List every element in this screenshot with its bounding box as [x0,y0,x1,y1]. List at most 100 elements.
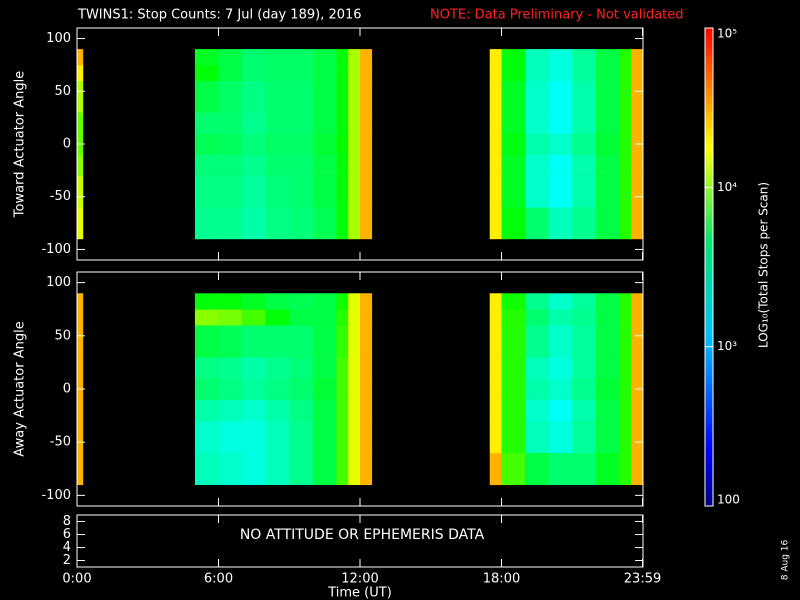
heatmap-cell [501,325,526,358]
heatmap-cell [525,80,549,113]
heatmap-cell [572,357,597,379]
heatmap-cell [595,378,620,400]
heatmap-cell [548,420,573,454]
heatmap-cell [289,175,314,208]
heatmap-cell [265,293,290,310]
heatmap-cell [360,452,373,486]
heatmap-cell [489,64,502,82]
heatmap-cell [312,49,337,66]
heatmap-cell [501,399,526,422]
heatmap-cell [194,64,219,82]
heatmap-cell [360,325,373,358]
heatmap-cell [265,378,290,400]
heatmap-cell [289,420,314,454]
heatmap-cell [289,112,314,134]
heatmap-cell [501,452,526,486]
heatmap-cell [525,64,549,82]
heatmap-cell [218,325,243,358]
heatmap-cell [265,309,290,326]
heatmap-cell [619,420,632,454]
heatmap-cell [548,80,573,113]
heatmap-cell [218,175,243,208]
colorbar-tick-label: 100 [717,493,740,507]
heatmap-cell [289,207,314,240]
heatmap-cell [548,357,573,379]
heatmap-cell [348,80,361,113]
heatmap-cell [525,399,549,422]
y-tick-label: -50 [50,435,71,450]
heatmap-cell [218,420,243,454]
heatmap-cell [525,154,549,176]
heatmap-cell [595,325,620,358]
date: 8 Aug 16 [781,539,791,580]
heatmap-cell [242,49,266,66]
heatmap-cell [631,325,644,358]
heatmap-cell [194,49,219,66]
heatmap-cell [312,112,337,134]
heatmap-cell [77,175,84,208]
heatmap-cell [218,64,243,82]
heatmap-cell [348,49,361,66]
heatmap-cell [265,49,290,66]
heatmap-cell [548,378,573,400]
heatmap-cell [289,133,314,155]
heatmap-cell [501,154,526,176]
heatmap-cell [265,80,290,113]
heatmap-cell [360,420,373,454]
heatmap-cell [595,452,620,486]
heatmap-cell [631,293,644,310]
heatmap-cell [360,309,373,326]
heatmap-cell [501,378,526,400]
heatmap-cell [525,420,549,454]
heatmap-cell [360,293,373,310]
colorbar-tick-label: 10³ [717,339,737,353]
heatmap-cell [312,133,337,155]
heatmap-cell [312,293,337,310]
heatmap-cell [489,293,502,310]
heatmap-cell [312,207,337,240]
heatmap-cell [336,357,349,379]
heatmap-cell [619,112,632,134]
heatmap-cell [572,378,597,400]
heatmap-cell [501,420,526,454]
y-tick-label: 4 [63,540,71,555]
x-axis-label: Time (UT) [327,586,392,600]
heatmap-cell [619,207,632,240]
heatmap-cell [336,309,349,326]
heatmap-cell [77,49,84,66]
y-tick-label: 50 [54,84,71,99]
heatmap-cell [348,112,361,134]
heatmap-cell [289,309,314,326]
heatmap-cell [289,399,314,422]
heatmap-cell [336,325,349,358]
heatmap-cell [525,378,549,400]
heatmap-cell [631,112,644,134]
heatmap-cell [548,154,573,176]
heatmap-cell [348,133,361,155]
colorbar-tick-label: 10⁴ [717,180,737,194]
heatmap-cell [572,175,597,208]
heatmap-cell [572,309,597,326]
heatmap-cell [489,133,502,155]
heatmap-cell [194,293,219,310]
heatmap-cell [242,357,266,379]
heatmap-cell [525,452,549,486]
heatmap-cell [194,175,219,208]
heatmap-cell [360,175,373,208]
heatmap-cell [595,49,620,66]
heatmap-cell [218,49,243,66]
heatmap-cell [595,112,620,134]
heatmap-cell [631,420,644,454]
heatmap-cell [218,293,243,310]
heatmap-cell [360,207,373,240]
heatmap-cell [77,420,84,454]
status-message: NO ATTITUDE OR EPHEMERIS DATA [240,527,485,543]
heatmap-cell [289,49,314,66]
heatmap-cell [242,207,266,240]
y-tick-label: 8 [63,514,71,529]
heatmap-cell [631,64,644,82]
heatmap-cell [360,378,373,400]
heatmap-cell [77,399,84,422]
heatmap-cell [312,309,337,326]
colorbar-label: LOG₁₀(Total Stops per Scan) [757,182,771,348]
